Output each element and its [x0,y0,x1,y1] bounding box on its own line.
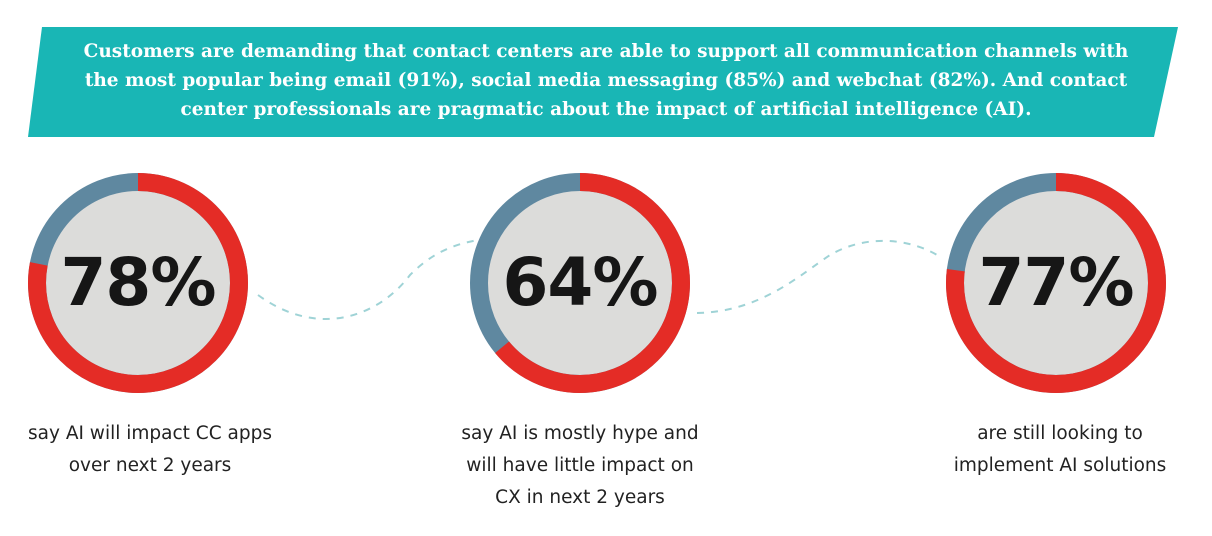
banner-line-2: the most popular being email (91%), soci… [84,70,1128,91]
stat-caption-1: say AI will impact CC apps over next 2 y… [0,418,300,482]
stat-caption-2-line-2: will have little impact on [466,455,694,476]
stat-caption-2-line-1: say AI is mostly hype and [461,423,699,444]
connector-line-1 [257,239,479,320]
stat-caption-2-line-3: CX in next 2 years [495,487,665,508]
stat-caption-2: say AI is mostly hype and will have litt… [430,418,730,514]
banner-line-3: center professionals are pragmatic about… [180,99,1032,120]
banner-text: Customers are demanding that contact cen… [60,37,1152,124]
stat-caption-3: are still looking to implement AI soluti… [910,418,1210,482]
stat-caption-3-line-2: implement AI solutions [953,455,1167,476]
banner-background [28,27,1178,137]
banner-line-1: Customers are demanding that contact cen… [83,41,1129,62]
stat-caption-3-line-1: are still looking to [977,423,1143,444]
connector-line-2 [696,239,943,314]
stat-value-1: 78% [60,244,217,321]
stat-caption-1-line-2: over next 2 years [68,455,232,476]
stat-value-2: 64% [502,244,659,321]
banner-shape [28,27,1178,137]
stat-value-3: 77% [978,244,1135,321]
stat-caption-1-line-1: say AI will impact CC apps [28,423,272,444]
